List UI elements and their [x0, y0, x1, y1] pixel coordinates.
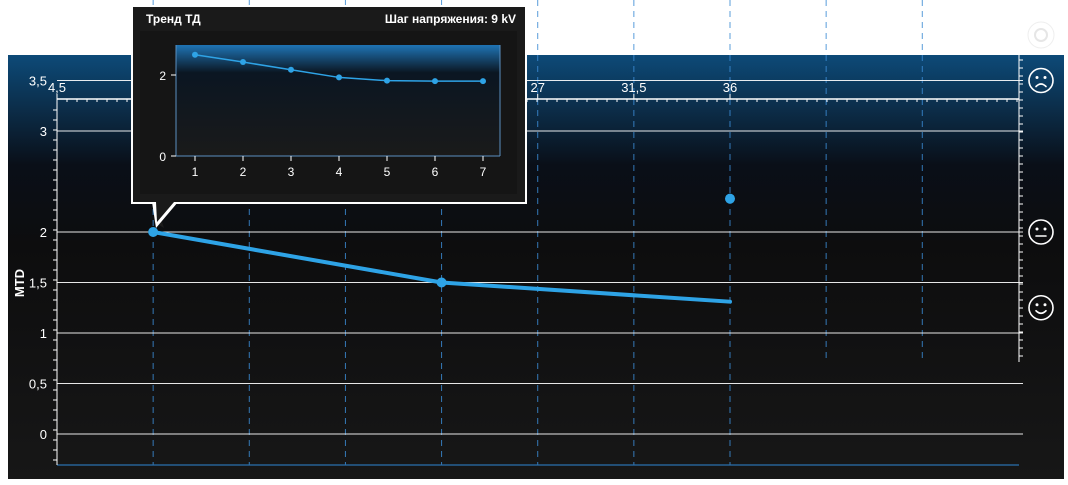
inset-trend-point	[432, 78, 438, 85]
y-axis-title: MTD	[12, 269, 27, 297]
y-tick-label: 3	[40, 124, 47, 139]
x-tick-label: 4,5	[48, 80, 66, 95]
x-tick-label: 36	[723, 80, 737, 95]
neutral-face-icon	[1028, 219, 1054, 245]
tooltip-title: Тренд ТД	[146, 12, 201, 26]
y-tick-label: 1,5	[29, 276, 47, 291]
x-tick-label: 27	[530, 80, 544, 95]
mtd-data-point	[436, 277, 447, 288]
x-tick-label: 31,5	[621, 80, 646, 95]
frown-face-icon	[1028, 67, 1054, 94]
smile-face-icon	[1028, 294, 1054, 321]
settings-gear-icon[interactable]	[1027, 21, 1055, 49]
inset-x-tick-label: 3	[288, 165, 295, 179]
y-tick-label: 1	[40, 326, 47, 341]
inset-trend-point	[240, 59, 246, 66]
inset-x-tick-label: 1	[192, 165, 199, 179]
inset-trend-point	[480, 78, 486, 85]
tooltip-subtitle: Шаг напряжения: 9 kV	[385, 12, 516, 26]
inset-x-tick-label: 5	[384, 165, 391, 179]
y-tick-label: 2	[40, 225, 47, 240]
inset-y-tick-label: 0	[159, 150, 166, 164]
inset-x-tick-label: 7	[480, 165, 487, 179]
inset-y-tick-label: 2	[159, 69, 166, 83]
inset-trend-point	[288, 66, 294, 73]
inset-trend-point	[384, 77, 390, 84]
inset-plot-bg	[176, 45, 500, 156]
inset-x-tick-label: 6	[432, 165, 439, 179]
mtd-data-point	[148, 227, 159, 237]
y-tick-label: 0	[40, 427, 47, 442]
inset-x-tick-label: 4	[336, 165, 343, 179]
mtd-outlier-point	[725, 193, 735, 204]
inset-trend-point	[192, 51, 198, 58]
inset-trend-point	[336, 74, 342, 81]
y-tick-label: 0,5	[29, 377, 47, 392]
trend-tooltip: Тренд ТД Шаг напряжения: 9 kV 2 0 1 2 3 4 5 6 7	[131, 5, 527, 228]
y-tick-label: 3,5	[29, 74, 47, 89]
inset-x-tick-label: 2	[240, 165, 247, 179]
